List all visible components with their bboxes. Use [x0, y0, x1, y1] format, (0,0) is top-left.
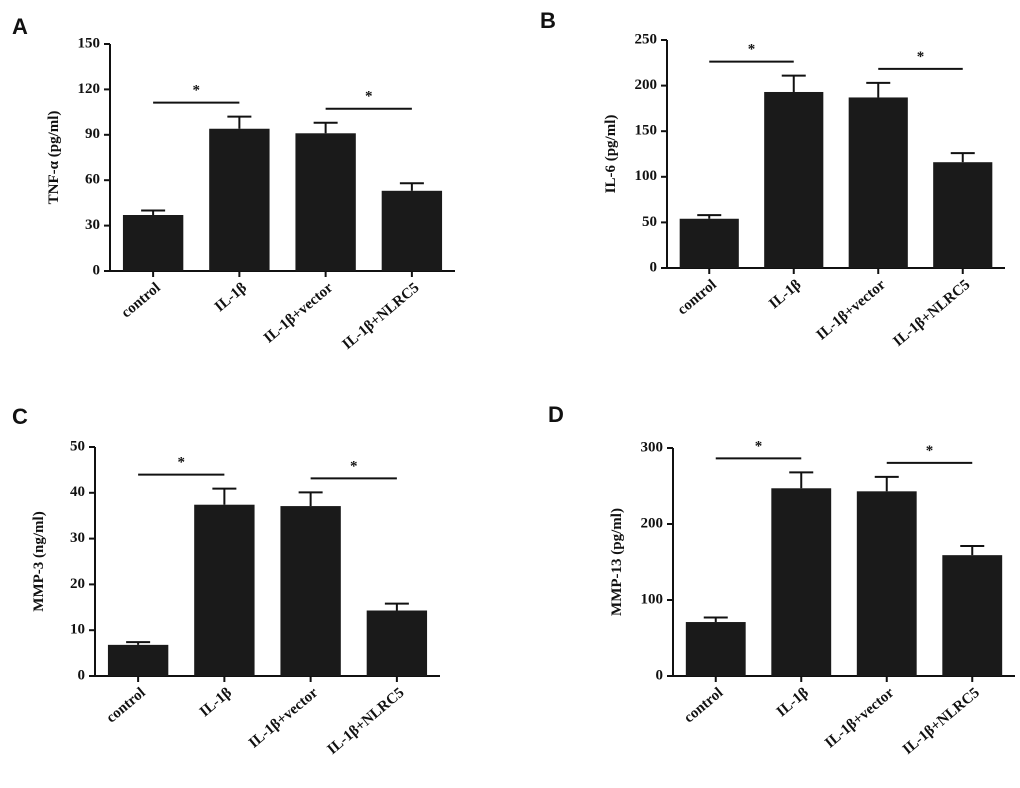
x-tick-label: IL-1β	[766, 277, 804, 313]
y-tick-label: 0	[93, 262, 101, 278]
bar	[764, 91, 824, 268]
y-axis-label: TNF-α (pg/ml)	[46, 111, 62, 205]
panel: D MMP-13 (pg/ml) 0 100 200 300 control IL-1β IL-…	[548, 402, 1015, 758]
bar	[122, 215, 184, 271]
bar	[933, 162, 993, 268]
bar	[280, 506, 341, 676]
x-tick-label: control	[104, 685, 149, 727]
y-tick-label: 250	[635, 31, 658, 47]
panel-label: D	[548, 402, 564, 427]
x-tick-label: IL-1β+vector	[814, 277, 889, 344]
y-tick-label: 30	[70, 530, 85, 546]
bar	[679, 218, 739, 268]
significance-label: *	[755, 438, 763, 454]
significance-label: *	[350, 458, 358, 474]
panel: C MMP-3 (ng/ml) 0 10 20 30 40 50 control IL-1β IL-…	[12, 404, 440, 758]
significance-label: *	[365, 89, 373, 105]
significance-label: *	[178, 455, 186, 471]
y-tick-label: 20	[70, 576, 85, 592]
x-tick-label: IL-1β+vector	[246, 685, 321, 752]
x-tick-label: IL-1β	[197, 685, 235, 721]
bar	[366, 610, 428, 676]
bar	[107, 644, 169, 676]
bar	[209, 128, 270, 271]
y-tick-label: 200	[635, 77, 658, 93]
x-tick-label: IL-1β+vector	[822, 685, 897, 752]
y-tick-label: 50	[642, 214, 657, 230]
panel: A TNF-α (pg/ml) 0 30 60 90 120 150 control IL-1β I…	[12, 14, 455, 353]
y-tick-label: 10	[70, 622, 85, 638]
y-tick-label: 0	[78, 667, 86, 683]
y-tick-label: 300	[641, 439, 664, 455]
significance-label: *	[748, 42, 756, 58]
x-tick-label: IL-1β+NLRC5	[900, 685, 983, 758]
x-tick-label: control	[681, 685, 726, 727]
x-tick-label: IL-1β	[774, 685, 812, 721]
x-tick-label: control	[675, 277, 720, 319]
bar	[295, 133, 356, 271]
y-tick-label: 100	[635, 168, 658, 184]
y-axis-label: IL-6 (pg/ml)	[603, 115, 619, 194]
x-tick-label: IL-1β+vector	[261, 280, 336, 347]
panel-label: B	[540, 8, 556, 33]
y-tick-label: 200	[641, 515, 664, 531]
panel-label: C	[12, 404, 28, 429]
y-tick-label: 50	[70, 438, 85, 454]
significance-label: *	[926, 443, 934, 459]
bar	[771, 488, 832, 676]
y-axis-label: MMP-3 (ng/ml)	[31, 511, 47, 611]
bar	[381, 190, 443, 271]
y-tick-label: 120	[78, 81, 101, 97]
significance-label: *	[193, 83, 201, 99]
bar	[685, 622, 746, 676]
y-tick-label: 30	[85, 217, 100, 233]
y-tick-label: 100	[641, 591, 664, 607]
y-tick-label: 150	[635, 123, 658, 139]
panel-label: A	[12, 14, 28, 39]
x-tick-label: IL-1β+NLRC5	[340, 280, 423, 353]
x-tick-label: IL-1β+NLRC5	[890, 277, 973, 350]
y-tick-label: 40	[70, 484, 85, 500]
bar	[848, 97, 908, 269]
bar	[856, 491, 917, 676]
y-tick-label: 150	[78, 35, 101, 51]
y-tick-label: 90	[85, 126, 100, 142]
panel: B IL-6 (pg/ml) 0 50 100 150 200 250 control IL-1β…	[540, 8, 1005, 350]
bar	[194, 504, 255, 676]
y-tick-label: 60	[85, 172, 100, 188]
significance-label: *	[917, 49, 925, 65]
x-tick-label: IL-1β	[212, 280, 250, 316]
y-axis-label: MMP-13 (pg/ml)	[609, 508, 625, 616]
bar	[942, 555, 1003, 676]
y-tick-label: 0	[656, 667, 664, 683]
x-tick-label: control	[119, 280, 164, 322]
y-tick-label: 0	[650, 259, 658, 275]
x-tick-label: IL-1β+NLRC5	[325, 685, 408, 758]
